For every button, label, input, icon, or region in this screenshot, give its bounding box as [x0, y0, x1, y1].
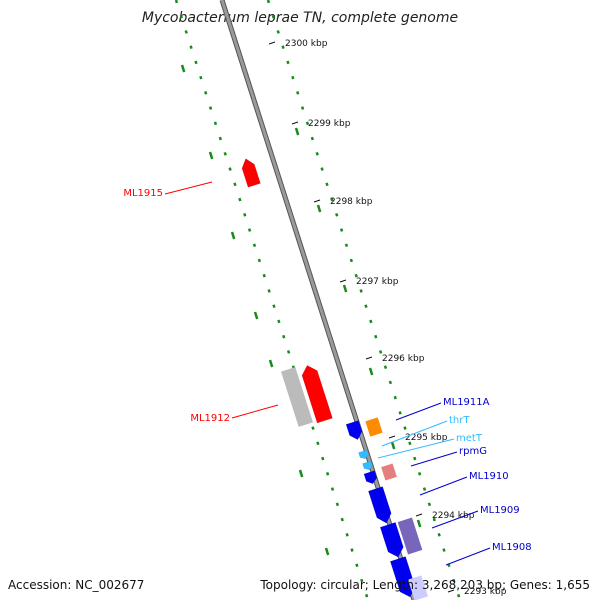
scale-tick [447, 589, 455, 593]
scale-tick-label: 2295 kbp [405, 433, 448, 443]
gc-content-mark [416, 519, 422, 528]
gene-ml1912-arrow [301, 365, 333, 424]
scale-tick [291, 121, 299, 125]
scale-tick [339, 279, 347, 283]
gene-ml1912-pseudo-box [281, 367, 313, 427]
gene-label: ML1908 [492, 542, 532, 553]
gene-leader-line [164, 181, 213, 195]
gc-content-mark [294, 127, 300, 136]
scale-tick-label: 2300 kbp [285, 39, 328, 49]
scale-tick-label: 2293 kbp [464, 587, 507, 597]
gc-content-line [174, 0, 370, 600]
gene-purple-box [397, 517, 423, 555]
genome-stats-label: Topology: circular; Length: 3,268,203 bp… [260, 578, 590, 592]
scale-tick-label: 2296 kbp [382, 354, 425, 364]
gc-content-mark [253, 311, 259, 320]
gc-track [174, 0, 462, 600]
gene-pink-box [381, 463, 397, 481]
scale-tick-label: 2294 kbp [432, 511, 475, 521]
gene-thrt-arrow [358, 449, 369, 460]
gene-leader-line [419, 476, 468, 496]
gc-content-mark [268, 359, 274, 368]
gene-ml1915-arrow [241, 158, 261, 188]
gene-leader-line [431, 510, 479, 529]
gene-rpmg-arrow [363, 470, 378, 485]
scale-tick [365, 356, 373, 360]
scale-ticks: 2300 kbp 2299 kbp 2298 kbp 2297 kbp 2296 kbp… [268, 39, 507, 597]
scale-tick-label: 2298 kbp [330, 197, 373, 207]
gene-label: ML1910 [469, 471, 509, 482]
scale-tick [268, 41, 276, 45]
gene-ml1910-arrow [368, 486, 392, 524]
gene-label: metT [456, 433, 483, 444]
gene-label: ML1911A [443, 397, 490, 408]
gene-leader-line [231, 404, 279, 419]
gene-leader-line [395, 402, 442, 421]
gene-leader-line [445, 547, 491, 566]
gene-ml1909-arrow [379, 522, 404, 558]
gene-label: ML1912 [190, 413, 230, 424]
gene-ml1911a-arrow [345, 420, 363, 440]
gene-label: rpmG [459, 446, 487, 457]
gene-labels: ML1915 ML1912 ML1911A thrT metT rpmG ML1910 ML1… [123, 181, 532, 566]
gc-content-mark [298, 469, 304, 478]
gene-label: ML1915 [123, 188, 163, 199]
map-title: Mycobacterium leprae TN, complete genome [142, 10, 458, 26]
gene-leader-line [377, 438, 455, 459]
scale-tick [313, 199, 321, 203]
scale-tick [388, 435, 396, 439]
gc-content-mark [208, 151, 214, 160]
gc-content-mark [390, 441, 396, 450]
gene-label: ML1909 [480, 505, 520, 516]
gc-content-mark [180, 64, 186, 73]
gc-content-line [266, 0, 462, 600]
gc-content-mark [230, 231, 236, 240]
gene-leader-line [410, 451, 458, 467]
gene-mett-arrow [362, 460, 373, 471]
gene-leader-line [381, 420, 448, 447]
gene-orange-box [365, 417, 383, 437]
gene-features [241, 158, 429, 600]
scale-tick-label: 2299 kbp [308, 119, 351, 129]
gc-content-mark [342, 284, 348, 293]
scale-tick [415, 513, 423, 517]
scale-tick-label: 2297 kbp [356, 277, 399, 287]
gene-label: thrT [449, 415, 470, 426]
gc-content-mark [368, 367, 374, 376]
gc-content-mark [316, 204, 322, 213]
gene-faded-box [407, 575, 429, 600]
gc-content-mark [324, 547, 330, 556]
accession-label: Accession: NC_002677 [8, 578, 145, 592]
